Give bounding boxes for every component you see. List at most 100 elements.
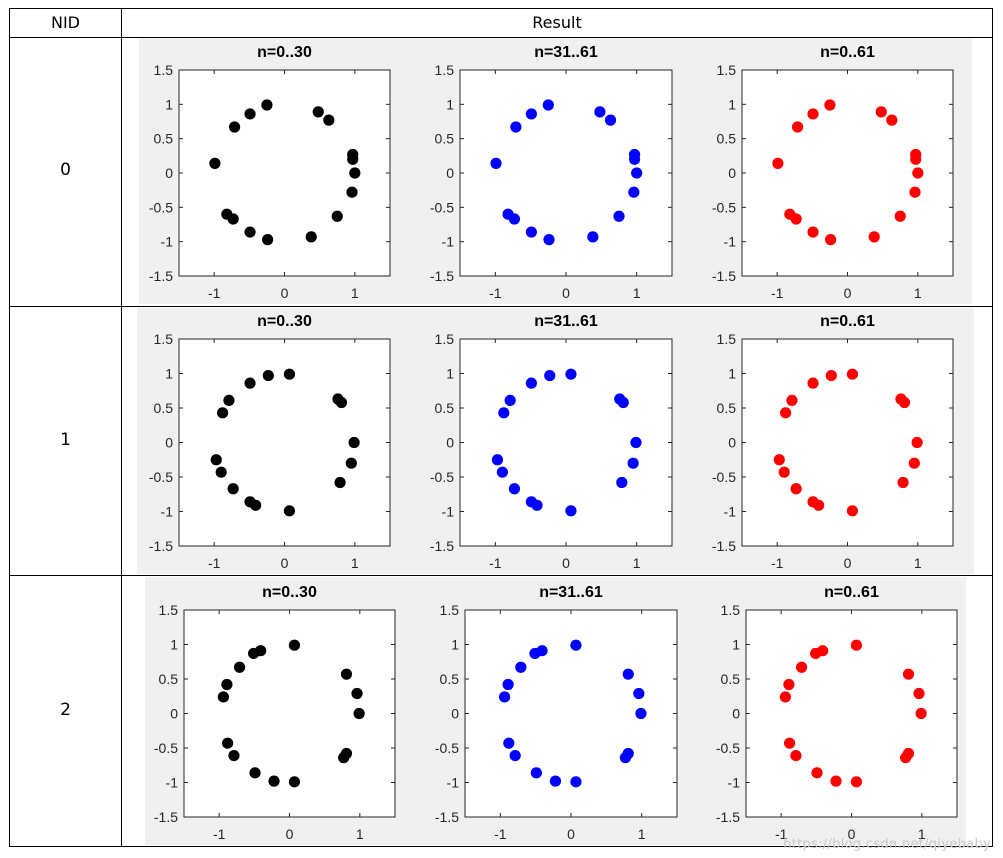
plot-title-r0c0: n=0..30 <box>257 44 312 61</box>
ytick-label-r1c2: 1 <box>728 366 736 382</box>
data-point-r1c1 <box>565 368 577 380</box>
xtick-label-r2c0: -1 <box>213 826 226 842</box>
ytick-label-r1c1: -1 <box>442 504 455 520</box>
ytick-label-r0c0: 0 <box>165 165 173 181</box>
data-point-r2c0 <box>222 737 234 749</box>
data-point-r1c1 <box>617 396 629 409</box>
data-point-r2c1 <box>502 678 514 691</box>
plot-title-r0c1: n=31..61 <box>534 44 598 61</box>
ytick-label-r0c1: 1 <box>446 96 454 112</box>
data-point-r0c0 <box>331 210 343 222</box>
xtick-label-r1c1: -1 <box>489 555 502 571</box>
data-point-r1c0 <box>223 394 235 407</box>
ytick-label-r1c1: -1.5 <box>430 538 454 554</box>
data-point-r2c2 <box>850 639 863 651</box>
ytick-label-r1c2: 0.5 <box>717 400 737 416</box>
ytick-label-r1c1: 1 <box>446 366 454 382</box>
data-point-r0c1 <box>543 234 555 246</box>
ytick-label-r1c0: 1.5 <box>154 331 174 347</box>
ytick-label-r0c2: -0.5 <box>712 199 736 215</box>
ytick-label-r0c1: -1.5 <box>430 268 454 284</box>
data-point-r0c0 <box>305 231 317 243</box>
ytick-label-r0c1: 0 <box>446 165 454 181</box>
column-divider <box>121 8 122 847</box>
data-point-r2c1 <box>529 647 541 660</box>
figure-row-1-svg: 1.5 1 0.5 0 -0.5 -1 -1.5 -1 0 1 n=0..30 1.5 1 0.5 0 -0.… <box>149 313 954 571</box>
data-point-r2c2 <box>830 775 842 787</box>
plot-title-r0c2: n=0..61 <box>820 44 875 61</box>
data-point-r1c0 <box>335 396 348 409</box>
ytick-label-r1c0: 1 <box>165 366 173 382</box>
data-point-r1c1 <box>525 377 537 389</box>
data-point-r0c0 <box>261 99 273 111</box>
xtick-label-r1c1: 0 <box>562 555 570 571</box>
plot-r2c2: 1.5 1 0.5 0 -0.5 -1 -1.5 -1 0 1 n=0..61 <box>716 584 958 842</box>
plot-title-r1c1: n=31..61 <box>534 313 598 330</box>
data-point-r2c0 <box>288 639 301 651</box>
data-point-r1c0 <box>244 377 256 389</box>
plot-r1c0: 1.5 1 0.5 0 -0.5 -1 -1.5 -1 0 1 n=0..30 <box>149 313 391 571</box>
axes-frame-r2c1 <box>464 609 678 818</box>
plot-r2c0: 1.5 1 0.5 0 -0.5 -1 -1.5 -1 0 1 n=0..30 <box>154 584 396 842</box>
plot-title-r2c1: n=31..61 <box>539 584 603 601</box>
ytick-label-r0c0: -1 <box>161 234 174 250</box>
ytick-label-r0c2: 0.5 <box>717 131 737 147</box>
data-point-r1c2 <box>846 368 859 380</box>
figure-row-0: 1.5 1 0.5 0 -0.5 -1 -1.5 -1 0 1 n=0..30 1.5 1 0.5 0 -0.… <box>139 38 972 304</box>
xtick-label-r2c2: -1 <box>775 826 788 842</box>
ytick-label-r1c1: 0.5 <box>435 400 455 416</box>
ytick-label-r1c0: -1 <box>161 504 174 520</box>
ytick-label-r2c2: -1.5 <box>716 809 740 825</box>
data-point-r1c1 <box>544 369 556 382</box>
data-point-r2c1 <box>570 776 582 788</box>
data-point-r1c0 <box>250 499 262 511</box>
data-point-r1c0 <box>215 466 227 478</box>
data-point-r0c1 <box>628 186 640 198</box>
header-result: Result <box>532 13 582 32</box>
ytick-label-r0c2: 1 <box>728 96 736 112</box>
data-point-r0c1 <box>525 108 537 120</box>
plot-title-r2c2: n=0..61 <box>824 584 879 601</box>
ytick-label-r2c1: 0.5 <box>440 671 460 687</box>
data-point-r0c2 <box>910 153 922 165</box>
data-point-r2c0 <box>268 775 280 787</box>
ytick-label-r0c0: 1 <box>165 96 173 112</box>
data-point-r0c1 <box>508 213 521 225</box>
ytick-label-r1c2: -1.5 <box>712 538 736 554</box>
xtick-label-r1c2: 0 <box>844 555 852 571</box>
ytick-label-r2c2: 0 <box>732 706 740 722</box>
data-point-r0c2 <box>790 213 802 225</box>
plot-r2c1: 1.5 1 0.5 0 -0.5 -1 -1.5 -1 0 1 n=31..61 <box>435 584 678 842</box>
data-point-r2c2 <box>795 661 808 673</box>
ytick-label-r2c2: 1 <box>732 637 740 653</box>
data-point-r0c0 <box>227 213 239 225</box>
data-point-r1c0 <box>217 407 229 419</box>
ytick-label-r2c2: 1.5 <box>721 602 741 618</box>
data-point-r0c0 <box>323 114 335 126</box>
ytick-label-r1c0: 0 <box>165 435 173 451</box>
data-point-r2c0 <box>351 687 363 700</box>
xtick-label-r0c1: -1 <box>489 285 502 301</box>
data-point-r0c0 <box>228 121 241 133</box>
data-point-r2c2 <box>811 767 823 779</box>
data-point-r0c0 <box>312 106 324 118</box>
ytick-label-r2c2: -0.5 <box>716 740 740 756</box>
ytick-label-r1c2: -0.5 <box>712 469 736 485</box>
data-point-r0c2 <box>807 226 819 238</box>
data-point-r2c1 <box>633 687 645 700</box>
ytick-label-r2c1: -1.5 <box>435 809 459 825</box>
data-point-r0c2 <box>909 186 921 198</box>
data-point-r0c1 <box>587 231 599 243</box>
data-point-r2c0 <box>217 691 229 703</box>
xtick-label-r2c1: 0 <box>567 826 575 842</box>
ytick-label-r2c1: 1 <box>451 637 459 653</box>
data-point-r1c0 <box>262 369 274 382</box>
data-point-r0c2 <box>868 231 880 243</box>
header-nid: NID <box>50 13 80 32</box>
data-point-r1c1 <box>531 499 543 511</box>
ytick-label-r0c2: 1.5 <box>717 62 737 78</box>
data-point-r2c0 <box>233 661 246 673</box>
data-point-r1c1 <box>504 394 516 407</box>
data-point-r1c2 <box>786 394 798 407</box>
